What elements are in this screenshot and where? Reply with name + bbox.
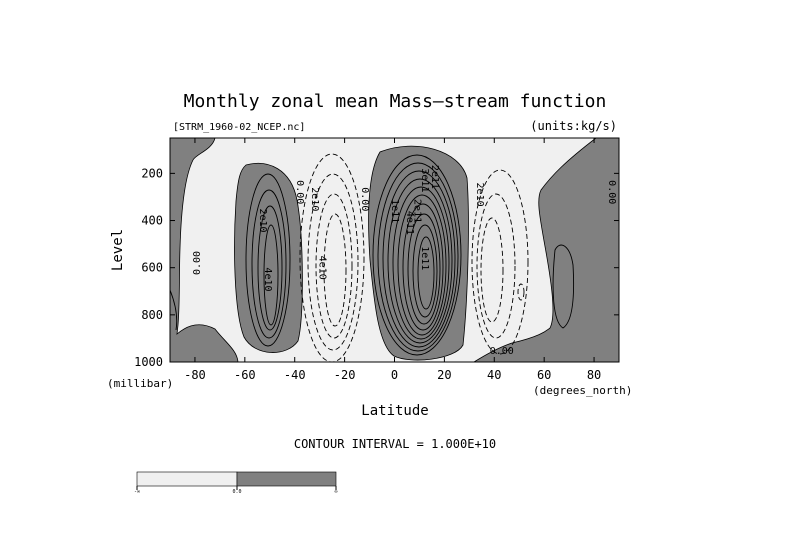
contour-label-9: 4e11 bbox=[404, 211, 415, 235]
chart-title: Monthly zonal mean Mass—stream function bbox=[184, 91, 607, 112]
contour-neg-7 bbox=[480, 217, 504, 323]
contour-label-14: 0.00 bbox=[606, 180, 617, 204]
contour-left-edge bbox=[170, 289, 178, 331]
y-units-label: (millibar) bbox=[107, 377, 173, 390]
contour-label-2: 4e10 bbox=[262, 267, 273, 291]
colorbar-label-min: -∞ bbox=[134, 489, 140, 495]
x-tick-label-3: -20 bbox=[334, 368, 356, 382]
x-tick-label-0: -80 bbox=[184, 368, 206, 382]
x-axis-label: Latitude bbox=[361, 403, 428, 419]
contour-interval-text: CONTOUR INTERVAL = 1.000E+10 bbox=[294, 437, 496, 451]
contour-tr-3 bbox=[382, 170, 456, 348]
contour-neg-5 bbox=[471, 169, 529, 355]
contour-label-7: 1e11 bbox=[389, 199, 400, 223]
contour-label-15: 0.00 bbox=[490, 346, 514, 357]
x-tick-label-4: 0 bbox=[391, 368, 398, 382]
contour-tr-10 bbox=[417, 236, 435, 310]
contour-neg-1 bbox=[299, 153, 365, 362]
contour-label-4: 2e10 bbox=[309, 187, 320, 211]
contour-sh-1 bbox=[245, 173, 291, 347]
y-tick-label-0: 200 bbox=[141, 166, 163, 180]
y-tick-label-2: 600 bbox=[141, 261, 163, 275]
contour-label-1: 2e10 bbox=[257, 208, 268, 232]
colorbar-label-max: ∞ bbox=[334, 489, 337, 495]
contour-label-3: 0.00 bbox=[294, 180, 305, 204]
positive-region-tropical-cell bbox=[368, 145, 469, 361]
contour-tr-2 bbox=[377, 162, 459, 352]
positive-contours bbox=[170, 154, 575, 356]
y-tick-label-1: 400 bbox=[141, 214, 163, 228]
plot-area: 0.00 2e10 4e10 0.00 2e10 4e10 0.00 1e11 1e11 4e11… bbox=[169, 137, 620, 363]
positive-region-southern-cell bbox=[234, 163, 303, 353]
contour-neg-3 bbox=[315, 193, 353, 339]
contour-labels: 0.00 2e10 4e10 0.00 2e10 4e10 0.00 1e11 1e11 4e11… bbox=[192, 165, 617, 357]
y-tick-labels: 200 400 600 800 1000 bbox=[134, 166, 163, 369]
contour-tr-8 bbox=[407, 213, 441, 325]
colorbar: -∞ 0.0 ∞ bbox=[134, 471, 338, 495]
contour-neg-4 bbox=[323, 213, 347, 327]
contour-label-8: 1e11 bbox=[419, 246, 430, 270]
contour-sh-2 bbox=[251, 189, 287, 339]
contour-label-10: 2e11 bbox=[411, 199, 422, 223]
colorbar-negative-swatch bbox=[136, 471, 238, 487]
x-tick-labels: -80 -60 -40 -20 0 20 40 60 80 bbox=[184, 368, 601, 382]
contour-label-12: 2e11 bbox=[429, 165, 440, 189]
x-units-label: (degrees_north) bbox=[533, 384, 632, 397]
x-tick-label-6: 40 bbox=[487, 368, 501, 382]
contour-tr-6 bbox=[397, 194, 447, 336]
units-label: (units:kg/s) bbox=[530, 119, 617, 133]
axis-ticks bbox=[170, 138, 619, 363]
contour-sh-4 bbox=[263, 224, 279, 326]
contour-tr-5 bbox=[392, 186, 450, 340]
negative-contours bbox=[299, 153, 529, 362]
x-tick-label-5: 20 bbox=[437, 368, 451, 382]
y-axis-label: Level bbox=[110, 229, 126, 271]
contour-neg-6 bbox=[476, 193, 516, 339]
contour-label-5: 4e10 bbox=[317, 256, 328, 280]
x-tick-label-8: 80 bbox=[587, 368, 601, 382]
contour-tr-9 bbox=[412, 224, 438, 318]
contour-neg-8 bbox=[517, 283, 525, 301]
contour-label-6: 0.00 bbox=[359, 187, 370, 211]
contour-label-11: 3e11 bbox=[419, 168, 430, 192]
colorbar-label-zero: 0.0 bbox=[232, 489, 241, 495]
contour-label-0: 0.00 bbox=[192, 251, 203, 275]
colorbar-positive-swatch bbox=[236, 471, 337, 487]
contour-sh-3 bbox=[257, 205, 283, 331]
x-tick-label-2: -40 bbox=[284, 368, 306, 382]
file-label: [STRM_1960-02_NCEP.nc] bbox=[173, 122, 305, 133]
contour-tr-7 bbox=[402, 203, 444, 331]
positive-region-northern bbox=[473, 138, 619, 362]
contour-nh-zero bbox=[552, 244, 575, 329]
y-tick-label-4: 1000 bbox=[134, 355, 163, 369]
contour-label-13: 2e10 bbox=[474, 183, 485, 207]
x-tick-label-7: 60 bbox=[537, 368, 551, 382]
contour-tr-4 bbox=[387, 178, 453, 344]
contour-tr-1 bbox=[372, 154, 462, 356]
contour-neg-2 bbox=[307, 173, 359, 351]
y-tick-label-3: 800 bbox=[141, 308, 163, 322]
positive-region-polar-left bbox=[170, 138, 239, 362]
x-tick-label-1: -60 bbox=[234, 368, 256, 382]
